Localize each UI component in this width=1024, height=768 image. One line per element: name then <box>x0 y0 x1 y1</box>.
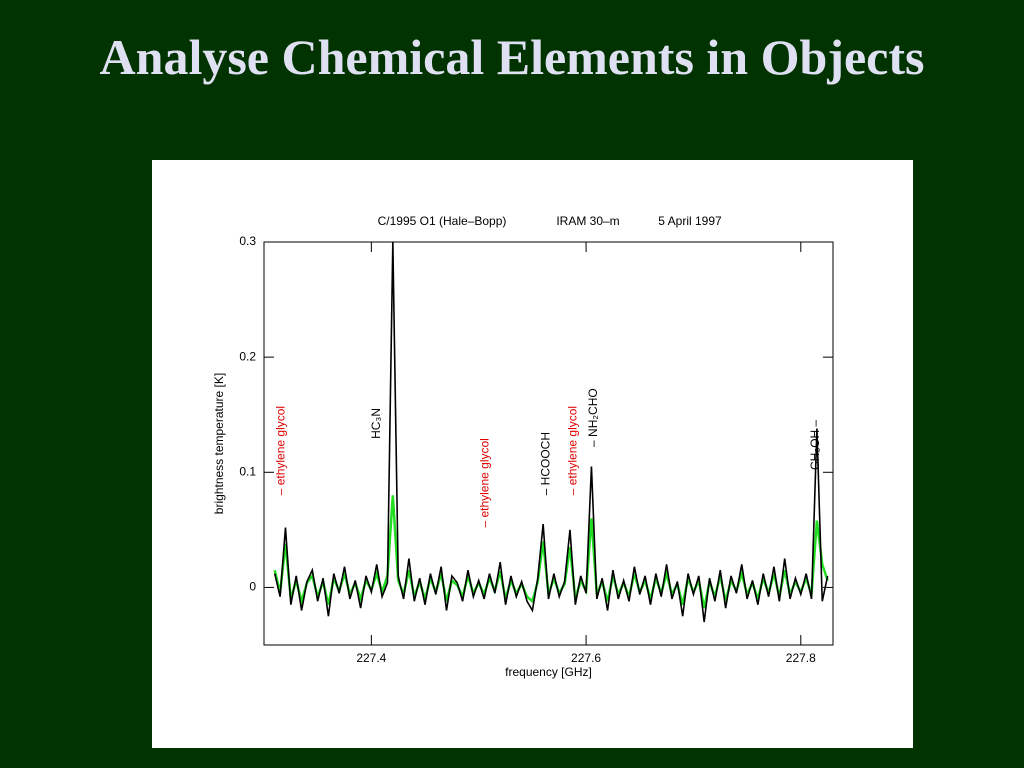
y-tick-label: 0 <box>249 580 256 594</box>
x-axis-label: frequency [GHz] <box>505 665 592 679</box>
line-annotation: – ethylene glycol <box>565 406 579 495</box>
x-tick-label: 227.4 <box>356 651 386 665</box>
line-annotation: – NH₂CHO <box>586 388 600 447</box>
spectrum-line <box>273 241 829 623</box>
y-tick-label: 0.1 <box>239 464 256 478</box>
chart-subtitle: C/1995 O1 (Hale–Bopp) <box>378 214 507 228</box>
y-axis-label: brightness temperature [K] <box>212 373 226 514</box>
chart-background <box>152 160 913 748</box>
x-tick-label: 227.6 <box>571 651 601 665</box>
line-annotation: – ethylene glycol <box>273 406 287 495</box>
x-tick-label: 227.8 <box>786 651 816 665</box>
y-tick-label: 0.3 <box>239 234 256 248</box>
slide-title: Analyse Chemical Elements in Objects <box>99 29 925 85</box>
line-annotation: CH₃OH – <box>808 419 822 470</box>
line-annotation: – ethylene glycol <box>477 438 491 527</box>
plot-frame <box>263 241 834 646</box>
line-annotation: HC₃N <box>369 408 383 439</box>
chart-subtitle: IRAM 30–m <box>556 214 619 228</box>
chart-subtitle: 5 April 1997 <box>658 214 722 228</box>
y-tick-label: 0.2 <box>239 349 256 363</box>
line-annotation: – HCOOCH <box>539 432 553 495</box>
